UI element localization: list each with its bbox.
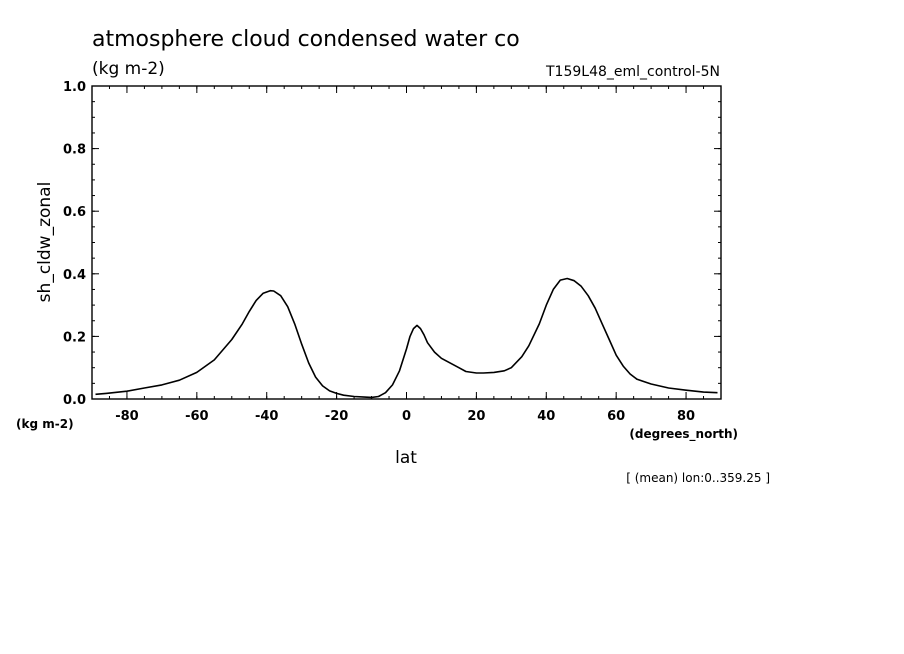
chart-title: atmosphere cloud condensed water co [92, 27, 520, 52]
axis-ticks [91, 85, 722, 400]
chart-units: (kg m-2) [92, 59, 165, 79]
x-tick-label: -60 [185, 409, 209, 424]
x-tick-label: -40 [255, 409, 279, 424]
y-axis-title: sh_cldw_zonal [35, 182, 55, 303]
x-axis-title: lat [395, 448, 417, 468]
y-tick-label: 0.4 [63, 268, 86, 283]
footnote: [ (mean) lon:0..359.25 ] [626, 471, 770, 485]
y-axis-units: (kg m-2) [16, 417, 74, 431]
x-tick-label: 40 [537, 409, 555, 424]
y-tick-label: 0.0 [63, 393, 86, 408]
series-line [95, 277, 718, 399]
y-tick-label: 1.0 [63, 80, 86, 95]
plot-frame [91, 85, 722, 400]
x-tick-label: 80 [677, 409, 695, 424]
x-tick-label: 60 [607, 409, 625, 424]
x-axis-units: (degrees_north) [629, 427, 738, 442]
axis-tick-labels: -80 -60 -40 -20 0 20 40 60 80 0.0 0.2 0.4 0.6 0.8 1.0 [63, 80, 695, 424]
x-tick-label: 20 [467, 409, 485, 424]
run-label: T159L48_eml_control-5N [545, 64, 720, 80]
y-tick-label: 0.2 [63, 330, 86, 345]
y-tick-label: 0.8 [63, 143, 86, 158]
x-tick-label: -80 [115, 409, 139, 424]
x-tick-label: -20 [325, 409, 349, 424]
y-tick-label: 0.6 [63, 205, 86, 220]
x-tick-label: 0 [402, 409, 411, 424]
